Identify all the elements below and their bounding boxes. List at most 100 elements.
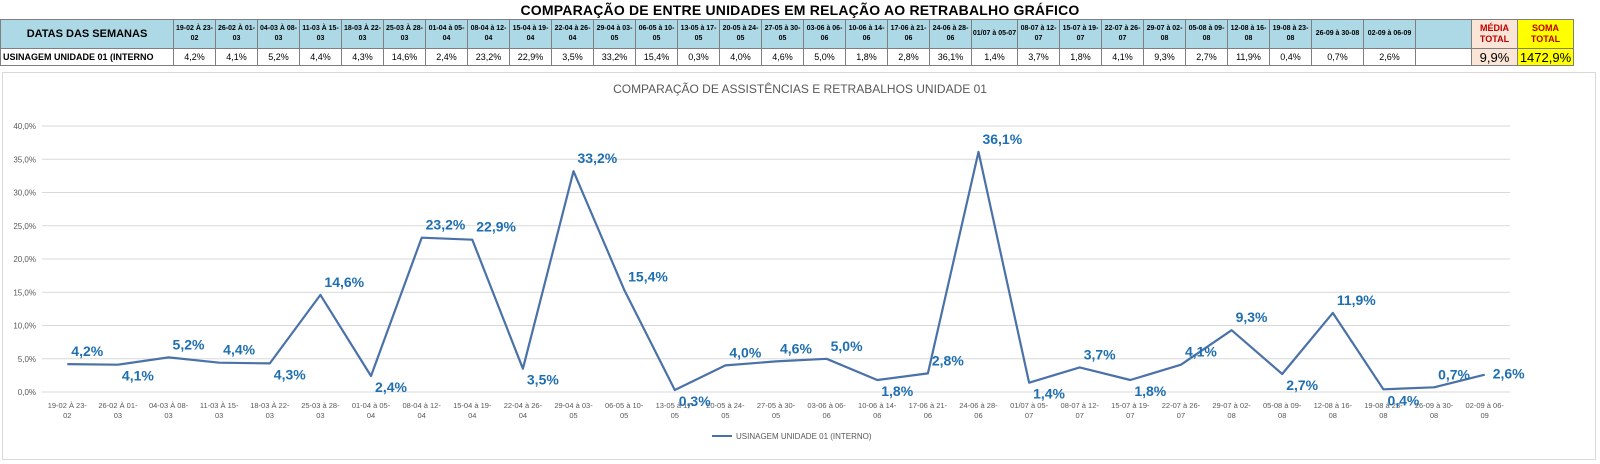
x-tick-line: 07 (1076, 411, 1084, 420)
week-value-cell[interactable]: 3,5% (551, 48, 594, 66)
values-row-label[interactable]: USINAGEM UNIDADE 01 (INTERNO (0, 48, 174, 66)
week-header-cell[interactable]: 06-05 à 10-05 (635, 19, 678, 49)
media-total-value[interactable]: 9,9% (1471, 48, 1518, 66)
data-label: 1,8% (881, 383, 913, 399)
week-header-cell[interactable]: 27-05 à 30-05 (761, 19, 804, 49)
data-label: 4,1% (122, 368, 154, 384)
x-tick-line: 26-02 À 01- (98, 401, 138, 410)
week-value-cell[interactable]: 4,2% (173, 48, 216, 66)
week-value-cell[interactable]: 15,4% (635, 48, 678, 66)
week-value-cell[interactable]: 1,4% (971, 48, 1018, 66)
blank-cell[interactable] (1415, 48, 1472, 66)
week-header-cell[interactable]: 05-08 à 09-08 (1185, 19, 1228, 49)
x-tick-line: 10-06 à 14- (858, 401, 897, 410)
x-tick-label: 25-03 à 28-03 (301, 401, 340, 420)
week-header-cell[interactable]: 01/07 à 05-07 (971, 19, 1018, 49)
x-tick-line: 22-07 à 26- (1162, 401, 1201, 410)
data-label: 2,7% (1286, 377, 1318, 393)
week-header-cell[interactable]: 04-03 À 08-03 (257, 19, 300, 49)
x-tick-line: 05 (569, 411, 577, 420)
chart-area[interactable] (2, 72, 1596, 460)
data-label: 15,4% (628, 269, 668, 285)
week-header-cell[interactable]: 17-06 à 21-06 (887, 19, 930, 49)
x-tick-line: 05 (721, 411, 729, 420)
week-header-cell[interactable]: 22-07 à 26-07 (1101, 19, 1144, 49)
week-header-cell[interactable]: 01-04 à 05-04 (425, 19, 468, 49)
x-tick-line: 18-03 À 22- (250, 401, 290, 410)
week-value-cell[interactable]: 2,8% (887, 48, 930, 66)
week-value-cell[interactable]: 14,6% (383, 48, 426, 66)
x-tick-line: 01/07 à 05- (1010, 401, 1048, 410)
y-tick-label: 15,0% (13, 288, 36, 297)
week-header-cell[interactable]: 19-02 À 23-02 (173, 19, 216, 49)
week-value-cell[interactable]: 4,3% (341, 48, 384, 66)
week-header-cell[interactable]: 08-04 à 12-04 (467, 19, 510, 49)
week-value-cell[interactable]: 5,2% (257, 48, 300, 66)
data-label: 14,6% (324, 274, 364, 290)
legend[interactable]: USINAGEM UNIDADE 01 (INTERNO) (712, 432, 872, 441)
data-label: 4,2% (71, 343, 103, 359)
week-header-cell[interactable]: 19-08 à 23-08 (1269, 19, 1312, 49)
x-tick-label: 01/07 à 05-07 (1010, 401, 1048, 420)
week-header-cell[interactable]: 20-05 à 24-05 (719, 19, 762, 49)
week-header-cell[interactable]: 11-03 À 15-03 (299, 19, 342, 49)
week-value-cell[interactable]: 4,0% (719, 48, 762, 66)
week-header-cell[interactable]: 29-07 à 02-08 (1143, 19, 1186, 49)
week-value-cell[interactable]: 2,7% (1185, 48, 1228, 66)
series-layer (67, 150, 1485, 392)
week-value-cell[interactable]: 2,4% (425, 48, 468, 66)
y-tick-label: 30,0% (13, 189, 36, 198)
sheet-title: COMPARAÇÃO DE ENTRE UNIDADES EM RELAÇÃO … (520, 2, 1080, 18)
week-header-cell[interactable]: 12-08 à 16-08 (1227, 19, 1270, 49)
week-value-cell[interactable]: 2,6% (1363, 48, 1416, 66)
week-value-cell[interactable]: 23,2% (467, 48, 510, 66)
week-value-cell[interactable]: 3,7% (1017, 48, 1060, 66)
week-header-cell[interactable]: 25-03 À 28-03 (383, 19, 426, 49)
x-tick-label: 01-04 à 05-04 (352, 401, 391, 420)
week-header-cell[interactable]: 22-04 à 26-04 (551, 19, 594, 49)
week-header-cell[interactable]: 26-02 À 01-03 (215, 19, 258, 49)
week-header-cell[interactable]: 18-03 À 22-03 (341, 19, 384, 49)
x-tick-line: 11-03 À 15- (200, 401, 239, 410)
week-header-cell[interactable]: 15-04 à 19-04 (509, 19, 552, 49)
week-header-cell[interactable]: 29-04 à 03-05 (593, 19, 636, 49)
series-line[interactable] (67, 150, 1485, 392)
week-value-cell[interactable]: 22,9% (509, 48, 552, 66)
week-value-cell[interactable]: 4,4% (299, 48, 342, 66)
week-header-cell[interactable]: 08-07 à 12-07 (1017, 19, 1060, 49)
week-value-cell[interactable]: 4,1% (1101, 48, 1144, 66)
week-value-cell[interactable]: 9,3% (1143, 48, 1186, 66)
week-value-cell[interactable]: 0,7% (1311, 48, 1364, 66)
data-label: 1,4% (1033, 386, 1065, 402)
data-label: 2,4% (375, 379, 407, 395)
week-value-cell[interactable]: 4,1% (215, 48, 258, 66)
week-value-cell[interactable]: 4,6% (761, 48, 804, 66)
soma-total-value[interactable]: 1472,9% (1517, 48, 1574, 66)
data-label: 1,8% (1134, 383, 1166, 399)
data-label: 4,6% (780, 340, 812, 356)
week-value-cell[interactable]: 11,9% (1227, 48, 1270, 66)
week-value-cell[interactable]: 1,8% (1059, 48, 1102, 66)
x-tick-label: 05-08 à 09-08 (1263, 401, 1302, 420)
week-header-cell[interactable]: 03-06 à 06-06 (803, 19, 846, 49)
blank-cell[interactable] (1415, 19, 1472, 49)
week-value-cell[interactable]: 36,1% (929, 48, 972, 66)
week-value-cell[interactable]: 1,8% (845, 48, 888, 66)
week-header-cell[interactable]: 26-09 à 30-08 (1311, 19, 1364, 49)
media-total-header[interactable]: MÉDIA TOTAL (1471, 19, 1518, 49)
x-tick-line: 17-06 à 21- (909, 401, 948, 410)
week-value-cell[interactable]: 0,3% (677, 48, 720, 66)
week-header-cell[interactable]: 15-07 à 19-07 (1059, 19, 1102, 49)
week-value-cell[interactable]: 5,0% (803, 48, 846, 66)
week-header-cell[interactable]: 13-05 à 17-05 (677, 19, 720, 49)
x-tick-label: 19-02 À 23-02 (48, 401, 88, 420)
x-tick-line: 07 (1126, 411, 1134, 420)
week-value-cell[interactable]: 33,2% (593, 48, 636, 66)
x-tick-label: 08-07 à 12-07 (1061, 401, 1100, 420)
dates-row-label[interactable]: DATAS DAS SEMANAS (0, 19, 174, 49)
week-header-cell[interactable]: 24-06 à 28-06 (929, 19, 972, 49)
week-header-cell[interactable]: 02-09 à 06-09 (1363, 19, 1416, 49)
week-header-cell[interactable]: 10-06 à 14-06 (845, 19, 888, 49)
week-value-cell[interactable]: 0,4% (1269, 48, 1312, 66)
soma-total-header[interactable]: SOMA TOTAL (1517, 19, 1574, 49)
